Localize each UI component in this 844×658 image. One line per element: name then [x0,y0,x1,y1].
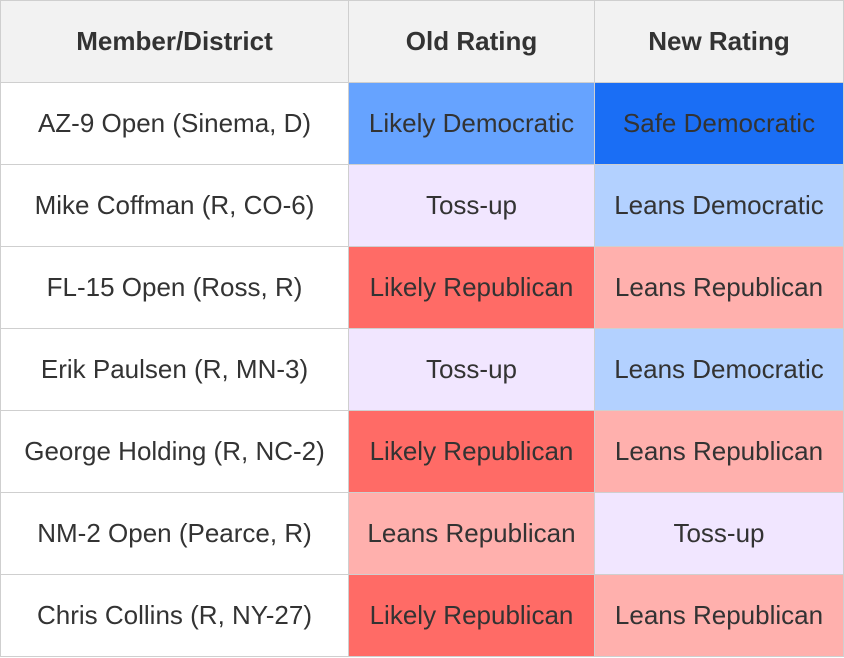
header-cell: Old Rating [348,0,595,83]
row: NM-2 Open (Pearce, R) Leans Republican T… [0,492,844,575]
old-rating-cell: Likely Republican [348,574,595,657]
new-rating-cell: Toss-up [594,492,844,575]
header-cell: New Rating [594,0,844,83]
header-cell: Member/District [0,0,349,83]
member-cell: AZ-9 Open (Sinema, D) [0,82,349,165]
new-rating-cell: Safe Democratic [594,82,844,165]
old-rating-cell: Toss-up [348,164,595,247]
old-rating-cell: Leans Republican [348,492,595,575]
member-cell: NM-2 Open (Pearce, R) [0,492,349,575]
new-rating-cell: Leans Republican [594,574,844,657]
new-rating-cell: Leans Democratic [594,328,844,411]
member-cell: Mike Coffman (R, CO-6) [0,164,349,247]
old-rating-cell: Toss-up [348,328,595,411]
member-cell: George Holding (R, NC-2) [0,410,349,493]
row: Chris Collins (R, NY-27) Likely Republic… [0,574,844,657]
row: Mike Coffman (R, CO-6) Toss-up Leans Dem… [0,164,844,247]
header-row: Member/District Old Rating New Rating [0,0,844,83]
old-rating-cell: Likely Democratic [348,82,595,165]
member-cell: FL-15 Open (Ross, R) [0,246,349,329]
row: George Holding (R, NC-2) Likely Republic… [0,410,844,493]
old-rating-cell: Likely Republican [348,410,595,493]
new-rating-cell: Leans Republican [594,410,844,493]
row: Erik Paulsen (R, MN-3) Toss-up Leans Dem… [0,328,844,411]
row: AZ-9 Open (Sinema, D) Likely Democratic … [0,82,844,165]
member-cell: Erik Paulsen (R, MN-3) [0,328,349,411]
new-rating-cell: Leans Democratic [594,164,844,247]
new-rating-cell: Leans Republican [594,246,844,329]
row: FL-15 Open (Ross, R) Likely Republican L… [0,246,844,329]
member-cell: Chris Collins (R, NY-27) [0,574,349,657]
old-rating-cell: Likely Republican [348,246,595,329]
